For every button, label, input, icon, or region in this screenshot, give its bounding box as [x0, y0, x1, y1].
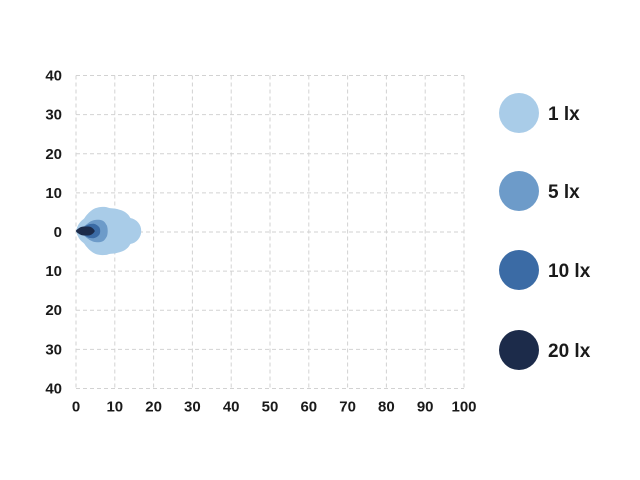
- svg-text:20: 20: [145, 399, 162, 416]
- svg-text:20: 20: [45, 146, 62, 163]
- svg-text:5 lx: 5 lx: [548, 182, 580, 203]
- svg-text:10: 10: [45, 263, 62, 280]
- svg-text:40: 40: [45, 68, 62, 85]
- svg-text:20 lx: 20 lx: [548, 341, 591, 362]
- svg-text:40: 40: [45, 381, 62, 398]
- svg-text:10: 10: [45, 185, 62, 202]
- svg-text:30: 30: [45, 341, 62, 358]
- svg-text:40: 40: [223, 399, 240, 416]
- svg-text:80: 80: [378, 399, 395, 416]
- svg-text:100: 100: [451, 399, 476, 416]
- svg-text:1 lx: 1 lx: [548, 104, 580, 125]
- svg-text:20: 20: [45, 302, 62, 319]
- svg-text:0: 0: [72, 399, 80, 416]
- svg-text:30: 30: [45, 107, 62, 124]
- svg-text:10: 10: [106, 399, 123, 416]
- svg-text:10 lx: 10 lx: [548, 261, 591, 282]
- svg-text:70: 70: [339, 399, 356, 416]
- svg-text:90: 90: [417, 399, 434, 416]
- svg-text:60: 60: [300, 399, 317, 416]
- svg-text:0: 0: [54, 224, 62, 241]
- svg-text:50: 50: [262, 399, 279, 416]
- svg-text:30: 30: [184, 399, 201, 416]
